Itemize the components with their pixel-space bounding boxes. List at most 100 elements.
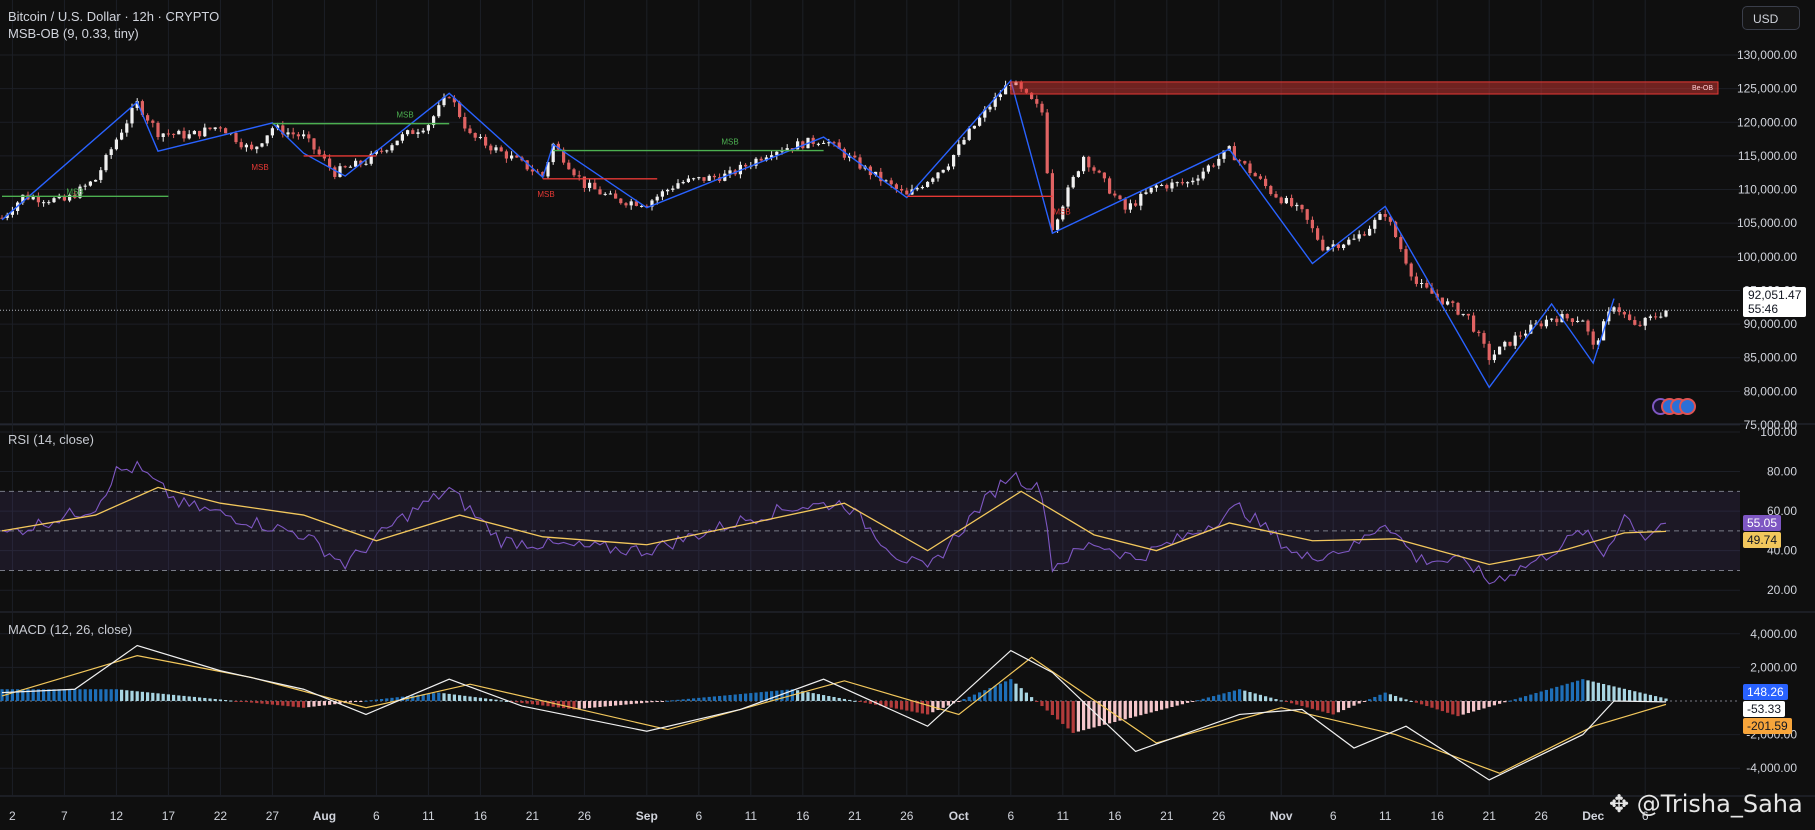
- macd-histogram-bar: [900, 701, 904, 710]
- macd-histogram-bar: [83, 689, 87, 701]
- macd-histogram-bar: [1243, 690, 1247, 701]
- candle-body: [1352, 238, 1356, 240]
- candlesticks: [0, 80, 1668, 365]
- candle-body: [1118, 195, 1122, 200]
- candle-body: [1108, 178, 1112, 194]
- macd-histogram-bar: [520, 701, 524, 703]
- macd-histogram-bar: [941, 701, 945, 708]
- candle-body: [114, 139, 118, 150]
- macd-histogram-bar: [234, 701, 238, 702]
- candle-body: [1654, 316, 1658, 318]
- candle-body: [78, 186, 82, 198]
- candle-body: [567, 162, 571, 170]
- currency-button[interactable]: USD: [1742, 6, 1800, 30]
- macd-histogram-bar: [1633, 691, 1637, 701]
- candle-body: [692, 178, 696, 180]
- candle-body: [1206, 165, 1210, 172]
- macd-histogram-bar: [785, 689, 789, 701]
- x-axis-label: 11: [1057, 809, 1070, 823]
- candle-body: [879, 171, 883, 182]
- macd-histogram-bar: [218, 699, 222, 701]
- us-flag-icon[interactable]: [1679, 398, 1696, 415]
- macd-histogram-bar: [130, 690, 134, 701]
- macd-histogram-bar: [1477, 701, 1481, 710]
- macd-hist-tag: 148.26: [1743, 684, 1788, 700]
- candle-body: [447, 97, 451, 99]
- macd-histogram-bar: [140, 691, 144, 701]
- candle-body: [1092, 167, 1096, 171]
- rsi-value-tag: 55.05: [1743, 515, 1782, 531]
- candle-body: [1050, 173, 1054, 230]
- countdown-value: 55:46: [1748, 302, 1779, 316]
- macd-histogram-bar: [364, 700, 368, 702]
- candle-body: [88, 181, 92, 186]
- msb-label: MSB: [721, 138, 738, 147]
- candle-body: [390, 145, 394, 151]
- candle-body: [853, 155, 857, 158]
- candle-body: [962, 139, 966, 145]
- macd-histogram-bar: [640, 701, 644, 704]
- macd-histogram-bar: [1503, 701, 1507, 703]
- candle-body: [1524, 333, 1528, 336]
- macd-histogram-bar: [452, 694, 456, 701]
- macd-histogram-bar: [1295, 701, 1299, 705]
- macd-histogram-bar: [1586, 680, 1590, 701]
- macd-histogram-bar: [317, 701, 321, 706]
- candle-body: [697, 177, 701, 179]
- candle-body: [957, 144, 961, 155]
- candle-body: [754, 158, 758, 166]
- x-axis-label: 21: [1483, 809, 1497, 823]
- price-axis-label: 120,000.00: [1737, 115, 1797, 129]
- candle-body: [759, 158, 763, 161]
- candle-body: [681, 182, 685, 184]
- macd-histogram-bar: [151, 692, 155, 701]
- candle-body: [499, 147, 503, 152]
- candle-body: [1586, 320, 1590, 332]
- macd-histogram-bar: [302, 701, 306, 708]
- x-axis-label: 16: [1108, 809, 1122, 823]
- candle-body: [946, 166, 950, 170]
- candle-body: [1581, 320, 1585, 322]
- macd-histogram-bar: [1253, 693, 1257, 701]
- candle-body: [1570, 318, 1574, 322]
- candle-body: [884, 180, 888, 182]
- rsi-axis-label: 80.00: [1767, 465, 1797, 479]
- candle-body: [504, 151, 508, 159]
- candle-body: [270, 128, 274, 136]
- candle-body: [1160, 184, 1164, 186]
- candle-body: [1576, 320, 1580, 322]
- macd-histogram-bar: [1066, 701, 1070, 729]
- macd-histogram-bar: [468, 696, 472, 701]
- macd-histogram-bar: [1508, 700, 1512, 702]
- candle-body: [1274, 194, 1278, 198]
- candle-body: [421, 130, 425, 133]
- macd-histogram-bar: [338, 701, 342, 704]
- macd-histogram-bar: [972, 694, 976, 701]
- candle-body: [452, 97, 456, 103]
- candle-body: [796, 141, 800, 150]
- candle-body: [582, 176, 586, 188]
- macd-histogram-bar: [1451, 701, 1455, 715]
- macd-histogram-bar: [536, 701, 540, 705]
- bearish-order-block: [1010, 81, 1719, 95]
- candle-body: [1056, 219, 1060, 230]
- macd-histogram-bar: [104, 689, 108, 701]
- candle-body: [1628, 314, 1632, 321]
- macd-histogram-bar: [47, 689, 51, 701]
- candle-body: [1139, 193, 1143, 206]
- macd-histogram-bar: [1201, 698, 1205, 701]
- candle-body: [541, 171, 545, 177]
- candle-body: [1165, 184, 1169, 189]
- candle-body: [931, 178, 935, 182]
- rsi-axis-label: 100.00: [1760, 425, 1797, 439]
- x-axis-label: Aug: [313, 809, 336, 823]
- x-axis-label: 6: [1007, 809, 1014, 823]
- msb-label: MSB: [251, 163, 268, 172]
- candle-body: [1180, 182, 1184, 184]
- watermark: ✥ @Trisha_Saha: [1609, 790, 1803, 818]
- macd-histogram-bar: [593, 701, 597, 708]
- candle-body: [255, 146, 259, 150]
- order-block-label: Be-OB: [1692, 85, 1713, 92]
- rsi-title: RSI (14, close): [8, 432, 94, 447]
